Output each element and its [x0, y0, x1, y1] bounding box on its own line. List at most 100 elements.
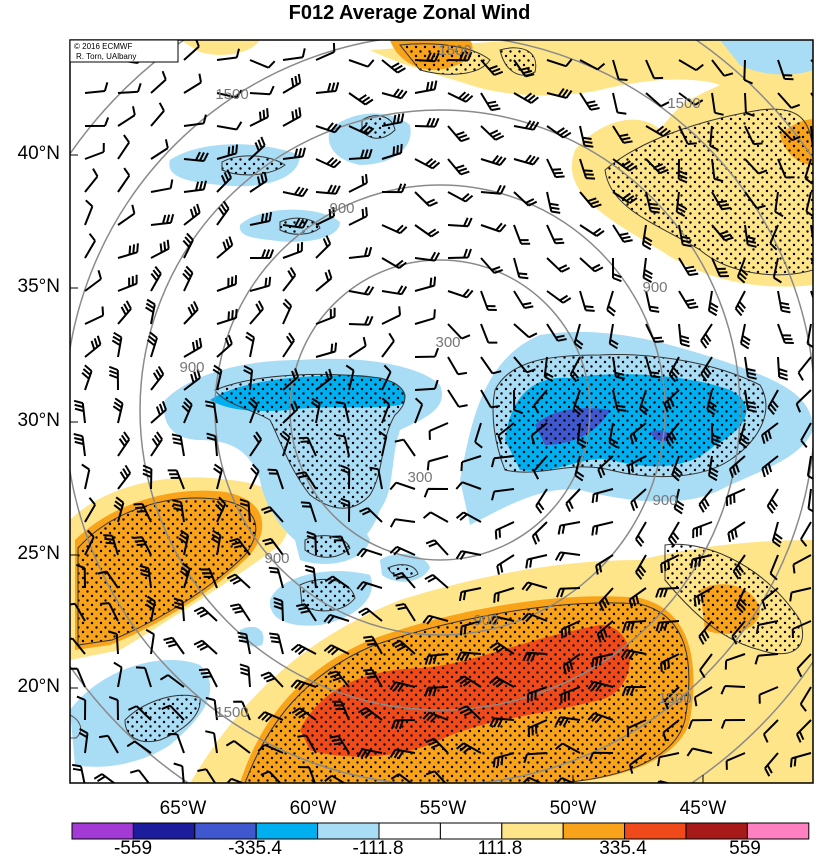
wind-barb	[181, 397, 193, 424]
wind-barb	[296, 471, 317, 490]
wind-barb	[108, 365, 119, 391]
wind-barb	[720, 685, 746, 695]
wind-barb	[230, 603, 251, 622]
wind-barb	[513, 257, 529, 280]
wind-barb	[488, 615, 515, 626]
wind-barb	[100, 602, 119, 622]
wind-barb	[734, 290, 747, 317]
wind-barb	[260, 770, 282, 783]
wind-barb	[804, 158, 813, 185]
wind-barb	[348, 246, 373, 259]
wind-barb	[298, 436, 317, 457]
wind-barb	[796, 653, 812, 678]
wind-barb	[171, 433, 185, 457]
wind-barb	[744, 224, 757, 248]
wind-barb	[711, 224, 734, 242]
wind-barb	[533, 389, 548, 414]
wind-barb	[562, 653, 581, 675]
wind-barb	[761, 455, 779, 478]
wind-barb	[150, 365, 165, 391]
wind-barb	[531, 521, 548, 545]
wind-barb	[560, 686, 581, 704]
wind-barb	[348, 173, 368, 193]
wind-barb	[612, 389, 627, 412]
wind-barb	[146, 331, 158, 358]
wind-barb	[573, 323, 584, 350]
wind-barb	[249, 171, 268, 193]
wind-barb	[117, 243, 139, 259]
wind-barb	[678, 125, 697, 145]
wind-barb	[645, 59, 664, 80]
wind-barb	[84, 233, 96, 259]
wind-barb	[260, 671, 284, 688]
wind-barb	[103, 534, 119, 556]
wind-barb	[761, 422, 779, 444]
colorbar-label-6: 559	[729, 838, 761, 859]
wind-barb	[249, 59, 276, 69]
wind-barb	[216, 308, 238, 325]
wind-barb	[777, 158, 795, 179]
wind-barb	[204, 400, 218, 424]
wind-barb	[546, 191, 561, 214]
wind-barb	[772, 257, 782, 284]
wind-barb	[668, 356, 680, 383]
wind-barb	[161, 704, 185, 721]
wind-barb	[711, 257, 729, 278]
wind-barb	[789, 752, 812, 768]
wind-barb	[381, 257, 407, 269]
wind-barb	[150, 213, 175, 226]
wind-barb	[183, 151, 209, 162]
wind-barb	[216, 89, 243, 99]
wind-barb	[791, 620, 812, 639]
wind-barb	[183, 300, 199, 325]
wind-barb	[480, 356, 502, 375]
wind-barb	[282, 298, 293, 325]
lat-label-35: 35°N	[17, 276, 60, 297]
wind-barb	[117, 464, 132, 490]
wind-barb	[315, 184, 341, 195]
wind-barb	[587, 712, 614, 724]
wind-barb	[117, 274, 138, 292]
wind-barb	[335, 401, 350, 424]
wind-barb	[249, 211, 273, 226]
wind-barb	[777, 323, 794, 344]
wind-barb	[73, 399, 86, 424]
wind-barb	[720, 719, 746, 729]
wind-barb	[755, 620, 779, 634]
wind-barb	[645, 158, 669, 175]
wind-barb	[414, 379, 439, 391]
wind-barb	[348, 207, 368, 226]
wind-barb	[329, 735, 350, 754]
wind-barb	[183, 337, 203, 358]
wind-barb	[290, 679, 317, 691]
wind-barb	[455, 550, 482, 561]
lon-label-50: 50°W	[549, 798, 597, 819]
wind-barb	[579, 59, 606, 71]
wind-barb	[491, 488, 515, 501]
contour-label: 900	[642, 279, 667, 296]
wind-barb	[560, 620, 581, 639]
wind-barb	[129, 769, 150, 783]
wind-barb	[381, 397, 391, 424]
wind-barb	[555, 777, 576, 783]
wind-barb	[150, 102, 165, 127]
wind-barb	[554, 742, 581, 754]
wind-barb	[348, 59, 375, 68]
wind-barb	[579, 92, 600, 111]
wind-barb	[743, 59, 753, 85]
colorbar-swatch	[624, 822, 687, 840]
contour-label: 1500	[215, 86, 248, 103]
wind-barb	[145, 628, 155, 655]
wind-barb	[117, 431, 131, 457]
wind-barb	[117, 82, 142, 94]
wind-barb	[622, 620, 647, 632]
wind-barb	[569, 356, 581, 383]
wind-barb	[257, 711, 284, 723]
wind-barb	[556, 587, 581, 598]
wind-barb	[216, 334, 233, 358]
wind-barb	[249, 276, 272, 292]
wind-barb	[390, 719, 416, 730]
wind-barb	[93, 773, 116, 783]
wind-barb	[725, 752, 746, 770]
wind-barb	[612, 158, 638, 172]
